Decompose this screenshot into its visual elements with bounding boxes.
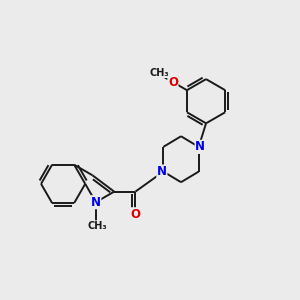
Text: O: O: [168, 76, 178, 88]
Text: O: O: [130, 208, 140, 221]
Text: N: N: [157, 165, 167, 178]
Text: CH₃: CH₃: [149, 68, 169, 77]
Text: N: N: [91, 196, 101, 209]
Text: CH₃: CH₃: [88, 221, 107, 231]
Text: N: N: [195, 140, 205, 153]
